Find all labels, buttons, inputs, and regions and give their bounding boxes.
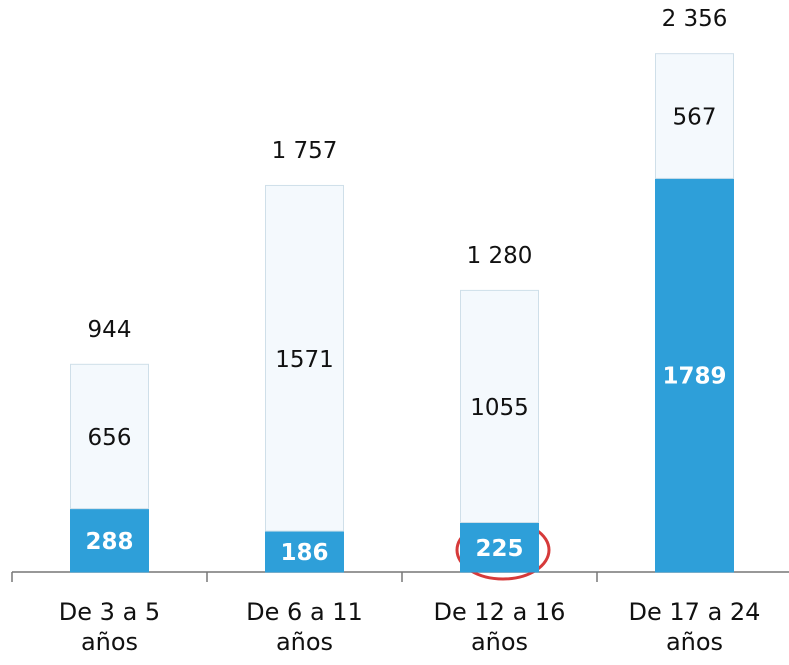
value-label: 186 — [280, 540, 328, 566]
value-label: 1571 — [275, 347, 334, 373]
value-label: 1055 — [470, 395, 529, 421]
bar-segment — [655, 53, 734, 179]
bar-segment — [70, 508, 149, 573]
value-label: 656 — [88, 425, 132, 451]
value-label: 288 — [85, 529, 133, 555]
bar-segment — [655, 177, 734, 573]
bar-segment — [265, 184, 344, 532]
bar-segment — [70, 363, 149, 510]
bar-segment — [265, 530, 344, 573]
x-tick-label: De 6 a 11 años — [246, 598, 363, 656]
total-label: 1 280 — [467, 243, 533, 269]
x-tick-label: De 3 a 5 años — [58, 598, 161, 656]
x-tick-label: De 12 a 16 años — [433, 598, 566, 656]
x-tick-label: De 17 a 24 años — [628, 598, 761, 656]
bar-segment — [460, 522, 539, 573]
total-label: 944 — [88, 317, 132, 343]
value-label: 567 — [673, 105, 717, 131]
value-label: 1789 — [662, 364, 726, 390]
total-label: 2 356 — [662, 6, 728, 32]
bar-segment — [460, 289, 539, 523]
total-label: 1 757 — [272, 138, 338, 164]
value-label: 225 — [475, 536, 523, 562]
